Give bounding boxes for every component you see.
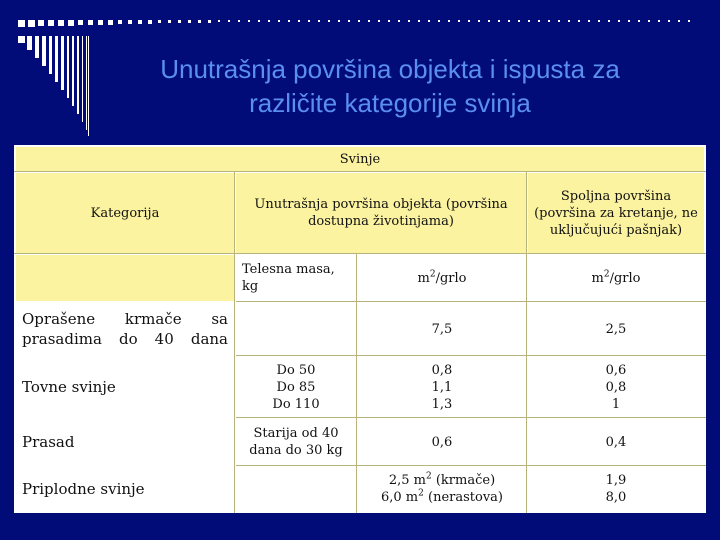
group-header-label: Svinje bbox=[339, 151, 381, 167]
table-row-1-spoljna: 2,5 bbox=[528, 303, 704, 355]
row-2-unutrasnja-value-1: 0,8 bbox=[431, 362, 453, 378]
row-2-unutrasnja-value-3: 1,3 bbox=[431, 396, 453, 412]
grid-line bbox=[14, 171, 706, 172]
area-table: Svinje Kategorija Unutrašnja površina ob… bbox=[14, 145, 706, 513]
table-row-4-masa bbox=[236, 467, 356, 511]
subheader-m2grlo-outer-label: m2/grlo bbox=[591, 269, 641, 286]
table-row-2-spoljna: 0,6 0,8 1 bbox=[528, 357, 704, 417]
decorative-squares bbox=[18, 20, 690, 136]
grid-line bbox=[236, 355, 706, 356]
header-spoljna-label: Spoljna površina (površina za kretanje, … bbox=[534, 188, 698, 238]
subheader-telesna-masa: Telesna masa, kg bbox=[236, 255, 356, 301]
row-2-spoljna-value-1: 0,6 bbox=[605, 362, 627, 378]
grid-line bbox=[236, 417, 706, 418]
table-row-4-kategorija: Priplodne svinje bbox=[16, 467, 234, 511]
title-line-2: različite kategorije svinja bbox=[249, 88, 531, 118]
subheader-m2grlo-inner: m2/grlo bbox=[358, 255, 526, 301]
row-4-unutrasnja-value-1: 2,5 m2 (krmače) bbox=[388, 471, 496, 488]
header-kategorija: Kategorija bbox=[16, 173, 234, 253]
row-1-spoljna-value: 2,5 bbox=[605, 321, 627, 337]
row-3-unutrasnja-value: 0,6 bbox=[431, 434, 453, 450]
row-4-unutrasnja-value-2: 6,0 m2 (nerastova) bbox=[381, 488, 503, 505]
grid-line bbox=[236, 301, 706, 302]
subheader-empty bbox=[16, 255, 234, 301]
row-3-spoljna-value: 0,4 bbox=[605, 434, 627, 450]
row-4-kategorija-label: Priplodne svinje bbox=[22, 480, 145, 498]
row-2-kategorija-label: Tovne svinje bbox=[22, 378, 116, 396]
table-row-3-kategorija: Prasad bbox=[16, 419, 234, 465]
grid-line bbox=[14, 253, 706, 254]
title-line-1: Unutrašnja površina objekta i ispusta za bbox=[160, 54, 620, 84]
table-row-4-unutrasnja: 2,5 m2 (krmače) 6,0 m2 (nerastova) bbox=[358, 467, 526, 511]
grid-line bbox=[356, 253, 357, 513]
table-row-4-spoljna: 1,9 8,0 bbox=[528, 467, 704, 511]
table-row-3-masa: Starija od 40 dana do 30 kg bbox=[236, 419, 356, 465]
table-row-3-unutrasnja: 0,6 bbox=[358, 419, 526, 465]
header-spoljna: Spoljna površina (površina za kretanje, … bbox=[528, 173, 704, 253]
row-1-unutrasnja-value: 7,5 bbox=[431, 321, 453, 337]
row-1-kategorija-label: Oprašene krmače sa prasadima do 40 dana bbox=[22, 310, 228, 348]
row-3-masa-value: Starija od 40 dana do 30 kg bbox=[249, 426, 343, 458]
row-2-spoljna-value-2: 0,8 bbox=[605, 379, 627, 395]
grid-line bbox=[236, 465, 706, 466]
row-2-masa-value-3: Do 110 bbox=[272, 396, 320, 412]
row-4-spoljna-value-1: 1,9 bbox=[605, 473, 627, 488]
row-4-spoljna-value-2: 8,0 bbox=[605, 490, 627, 505]
row-2-masa-value-2: Do 85 bbox=[276, 379, 316, 395]
row-2-unutrasnja-value-2: 1,1 bbox=[431, 379, 453, 395]
header-kategorija-label: Kategorija bbox=[90, 205, 160, 221]
table-group-header: Svinje bbox=[16, 147, 704, 171]
table-row-1-kategorija: Oprašene krmače sa prasadima do 40 dana bbox=[16, 303, 234, 355]
row-2-masa-value-1: Do 50 bbox=[276, 362, 316, 378]
header-unutrasnja-label: Unutrašnja površina objekta (površina do… bbox=[254, 197, 508, 229]
row-2-spoljna-value-3: 1 bbox=[611, 396, 621, 412]
table-row-1-masa bbox=[236, 303, 356, 355]
subheader-telesna-masa-label: Telesna masa, kg bbox=[242, 262, 335, 294]
grid-line bbox=[234, 171, 235, 513]
table-row-2-kategorija: Tovne svinje bbox=[16, 357, 234, 417]
header-unutrasnja: Unutrašnja površina objekta (površina do… bbox=[236, 173, 526, 253]
table-row-3-spoljna: 0,4 bbox=[528, 419, 704, 465]
grid-line bbox=[526, 171, 527, 513]
row-3-kategorija-label: Prasad bbox=[22, 433, 75, 451]
page-title: Unutrašnja površina objekta i ispusta za… bbox=[90, 52, 690, 120]
subheader-m2grlo-outer: m2/grlo bbox=[528, 255, 704, 301]
table-row-2-unutrasnja: 0,8 1,1 1,3 bbox=[358, 357, 526, 417]
table-row-1-unutrasnja: 7,5 bbox=[358, 303, 526, 355]
table-row-2-masa: Do 50 Do 85 Do 110 bbox=[236, 357, 356, 417]
subheader-m2grlo-inner-label: m2/grlo bbox=[417, 269, 467, 286]
